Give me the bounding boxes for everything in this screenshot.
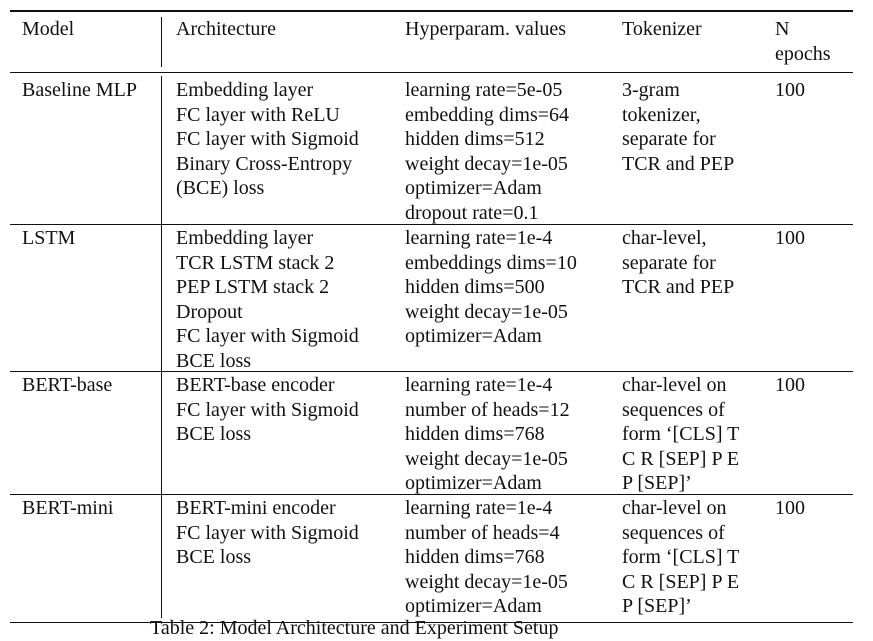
cell-line: optimizer=Adam xyxy=(405,472,542,494)
cell-line: number of heads=12 xyxy=(405,398,570,421)
cell-line: embedding dims=64 xyxy=(405,103,570,126)
cell-line: hidden dims=768 xyxy=(405,423,545,445)
cell-line: optimizer=Adam xyxy=(405,595,542,617)
header-bottom-rule xyxy=(10,72,853,73)
cell-epochs: 100 xyxy=(775,497,805,519)
cell-line: (BCE) loss xyxy=(176,177,265,199)
cell-line: P [SEP]’ xyxy=(622,595,692,617)
cell-tokenizer: char-level on sequences of form ‘[CLS] T… xyxy=(622,496,750,619)
header-tokenizer: Tokenizer xyxy=(622,18,702,40)
cell-hyperparams: learning rate=1e-4 embeddings dims=10 hi… xyxy=(405,226,577,349)
cell-tokenizer: char-level, separate for TCR and PEP xyxy=(622,226,750,300)
cell-line: FC layer with ReLU xyxy=(176,103,340,126)
cell-line: Binary Cross-Entropy xyxy=(176,152,353,175)
header-epochs-line: N xyxy=(775,18,790,40)
cell-line: optimizer=Adam xyxy=(405,177,542,199)
cell-line: form ‘[CLS] T xyxy=(622,546,740,568)
cell-model: LSTM xyxy=(22,227,76,249)
cell-line: FC layer with Sigmoid xyxy=(176,521,359,544)
cell-line: sequences of xyxy=(622,398,725,421)
cell-line: weight decay=1e-05 xyxy=(405,300,568,323)
cell-line: separate for xyxy=(622,128,716,150)
cell-line: BERT-base encoder xyxy=(176,374,335,396)
cell-hyperparams: learning rate=5e-05 embedding dims=64 hi… xyxy=(405,78,569,225)
row-divider xyxy=(10,371,853,372)
cell-epochs: 100 xyxy=(775,374,805,396)
cell-architecture: BERT-base encoder FC layer with Sigmoid … xyxy=(176,373,359,447)
cell-line: P [SEP]’ xyxy=(622,472,692,494)
cell-line: TCR and PEP xyxy=(622,276,735,298)
cell-line: PEP LSTM stack 2 xyxy=(176,276,330,298)
cell-line: dropout rate=0.1 xyxy=(405,201,539,224)
cell-line: learning rate=5e-05 xyxy=(405,79,563,101)
cell-line: learning rate=1e-4 xyxy=(405,374,553,396)
cell-line: C R [SEP] P E xyxy=(622,570,740,593)
cell-line: optimizer=Adam xyxy=(405,325,542,347)
cell-tokenizer: char-level on sequences of form ‘[CLS] T… xyxy=(622,373,750,496)
cell-line: char-level, xyxy=(622,227,707,249)
cell-line: learning rate=1e-4 xyxy=(405,227,553,249)
cell-line: learning rate=1e-4 xyxy=(405,497,553,519)
cell-line: char-level on xyxy=(622,374,727,396)
cell-line: 3-gram xyxy=(622,79,680,101)
cell-line: BCE loss xyxy=(176,423,252,445)
cell-hyperparams: learning rate=1e-4 number of heads=12 hi… xyxy=(405,373,570,496)
table-bottom-rule xyxy=(10,622,853,623)
cell-line: separate for xyxy=(622,251,716,274)
cell-model: BERT-mini xyxy=(22,497,114,519)
cell-line: FC layer with Sigmoid xyxy=(176,325,359,347)
cell-architecture: Embedding layer TCR LSTM stack 2 PEP LST… xyxy=(176,226,359,373)
cell-line: weight decay=1e-05 xyxy=(405,152,568,175)
header-architecture: Architecture xyxy=(176,18,276,40)
cell-line: weight decay=1e-05 xyxy=(405,447,568,470)
cell-line: number of heads=4 xyxy=(405,521,560,544)
cell-line: FC layer with Sigmoid xyxy=(176,398,359,421)
cell-architecture: Embedding layer FC layer with ReLU FC la… xyxy=(176,78,359,201)
column-divider xyxy=(161,76,162,618)
cell-model: Baseline MLP xyxy=(22,79,137,101)
cell-tokenizer: 3-gram tokenizer, separate for TCR and P… xyxy=(622,78,750,176)
cell-line: BERT-mini encoder xyxy=(176,497,336,519)
cell-model: BERT-base xyxy=(22,374,113,396)
header-model: Model xyxy=(22,18,75,40)
cell-line: tokenizer, xyxy=(622,103,701,126)
column-divider xyxy=(161,17,162,67)
cell-line: Embedding layer xyxy=(176,79,314,101)
cell-line: FC layer with Sigmoid xyxy=(176,128,359,150)
cell-line: hidden dims=512 xyxy=(405,128,545,150)
cell-line: TCR and PEP xyxy=(622,152,735,175)
table-top-rule xyxy=(10,10,853,12)
row-divider xyxy=(10,224,853,225)
cell-hyperparams: learning rate=1e-4 number of heads=4 hid… xyxy=(405,496,568,619)
cell-epochs: 100 xyxy=(775,227,805,249)
header-hyperparams: Hyperparam. values xyxy=(405,18,567,40)
header-epochs: N epochs xyxy=(775,17,831,66)
cell-line: BCE loss xyxy=(176,349,252,372)
cell-line: hidden dims=768 xyxy=(405,546,545,568)
cell-line: sequences of xyxy=(622,521,725,544)
cell-line: TCR LSTM stack 2 xyxy=(176,251,335,274)
cell-line: weight decay=1e-05 xyxy=(405,570,568,593)
table-caption: Table 2: Model Architecture and Experime… xyxy=(150,617,559,639)
cell-line: embeddings dims=10 xyxy=(405,251,577,274)
cell-line: Dropout xyxy=(176,300,243,323)
cell-line: char-level on xyxy=(622,497,727,519)
cell-architecture: BERT-mini encoder FC layer with Sigmoid … xyxy=(176,496,359,570)
cell-line: hidden dims=500 xyxy=(405,276,545,298)
row-divider xyxy=(10,494,853,495)
cell-line: BCE loss xyxy=(176,546,252,568)
cell-line: form ‘[CLS] T xyxy=(622,423,740,445)
cell-line: C R [SEP] P E xyxy=(622,447,740,470)
header-epochs-line: epochs xyxy=(775,42,831,65)
cell-epochs: 100 xyxy=(775,79,805,101)
cell-line: Embedding layer xyxy=(176,227,314,249)
